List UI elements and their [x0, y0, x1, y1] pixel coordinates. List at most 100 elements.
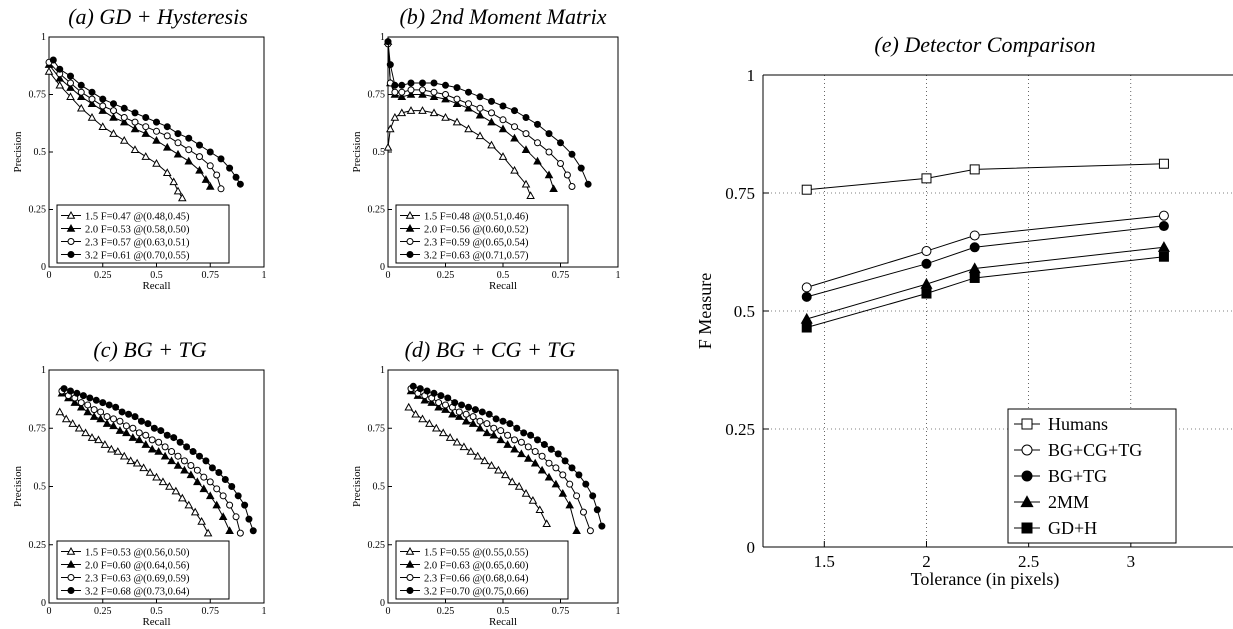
data-point: [513, 424, 521, 432]
data-point: [153, 127, 160, 135]
data-point: [83, 407, 92, 416]
data-point: [130, 145, 140, 153]
panel-d-bg-cg-tg: (d) BG + CG + TG 0 0.25 0.5 0.75 1 0 0.25 0.5 0.7…: [351, 337, 621, 628]
data-point: [171, 486, 181, 495]
data-point: [551, 479, 561, 488]
data-point: [441, 113, 450, 121]
data-point: [445, 433, 455, 441]
data-point: [77, 88, 85, 96]
data-point: [526, 191, 535, 199]
data-point: [1157, 241, 1170, 252]
data-point: [201, 175, 211, 183]
data-point: [49, 56, 57, 64]
data-point: [97, 408, 105, 416]
data-point: [55, 80, 65, 89]
data-point: [478, 408, 486, 416]
series-3: [45, 58, 225, 193]
data-point: [60, 385, 68, 393]
data-point: [517, 438, 525, 446]
data-point: [406, 106, 416, 114]
data-point: [107, 444, 116, 453]
data-point: [969, 230, 980, 241]
panel-title: (d) BG + CG + TG: [405, 337, 576, 362]
data-point: [534, 120, 541, 128]
data-point: [507, 477, 517, 486]
y-tick-label: 0.25: [725, 420, 755, 439]
data-point: [501, 470, 510, 479]
data-point: [398, 81, 406, 89]
data-point: [442, 401, 449, 409]
data-point: [152, 159, 161, 167]
data-point: [195, 165, 204, 174]
data-point: [475, 423, 485, 432]
data-point: [131, 118, 139, 126]
x-tick-label: 1: [262, 606, 267, 617]
data-point: [407, 86, 415, 94]
data-point: [511, 436, 518, 444]
legend-label: BG+TG: [1048, 466, 1107, 486]
data-point: [545, 148, 553, 156]
y-tick-label: 0: [380, 598, 385, 609]
data-point: [554, 450, 562, 458]
data-point: [584, 180, 592, 188]
data-point: [524, 443, 532, 451]
y-tick-label: 0: [41, 262, 46, 273]
legend-box: [395, 540, 569, 600]
legend-label: 1.5 F=0.48 @(0.51,0.46): [424, 212, 529, 223]
panel-title: (e) Detector Comparison: [874, 32, 1095, 57]
data-point: [586, 527, 594, 535]
data-point: [76, 103, 86, 112]
data-point: [471, 406, 479, 414]
data-point: [538, 452, 546, 460]
y-tick-label: 1: [747, 66, 756, 85]
data-point: [190, 507, 200, 516]
data-point: [131, 413, 139, 421]
data-point: [174, 139, 182, 147]
data-point: [510, 165, 519, 174]
data-point: [416, 385, 424, 393]
data-point: [404, 402, 413, 411]
legend: 1.5 F=0.55 @(0.55,0.55) 2.0 F=0.63 @(0.65…: [395, 540, 569, 600]
data-point: [559, 471, 567, 479]
data-point: [419, 86, 426, 94]
y-tick-label: 0: [747, 538, 756, 557]
data-point: [435, 399, 443, 407]
x-axis-label: Recall: [489, 280, 517, 292]
data-point: [157, 427, 165, 435]
data-point: [167, 456, 176, 465]
data-point: [55, 73, 65, 82]
data-point: [535, 505, 545, 514]
data-point: [921, 173, 932, 184]
data-point: [429, 108, 439, 117]
series-4: [800, 241, 1170, 324]
x-tick-label: 0: [47, 270, 52, 281]
data-point: [98, 106, 108, 114]
data-point: [390, 113, 400, 121]
data-point: [105, 401, 113, 409]
legend-label: 1.5 F=0.55 @(0.55,0.55): [424, 548, 529, 559]
legend-label: Humans: [1048, 414, 1108, 434]
data-point: [234, 492, 242, 500]
data-point: [921, 246, 932, 257]
y-tick-label: 0.75: [368, 90, 386, 101]
data-point: [109, 421, 118, 430]
data-point: [437, 392, 445, 400]
series-4: [409, 382, 606, 530]
data-point: [130, 124, 140, 133]
data-point: [511, 123, 518, 131]
data-point: [542, 519, 551, 528]
data-point: [199, 484, 209, 493]
data-point: [163, 123, 171, 131]
data-point: [573, 492, 581, 500]
legend-box: [56, 204, 230, 264]
legend-label: 3.2 F=0.63 @(0.71,0.57): [424, 251, 529, 262]
data-point: [522, 114, 530, 121]
data-point: [113, 447, 123, 455]
data-point: [801, 184, 812, 195]
data-point: [160, 451, 170, 460]
series-3: [384, 40, 576, 190]
data-point: [110, 107, 117, 115]
data-point: [453, 95, 461, 103]
data-point: [498, 152, 508, 160]
x-tick-label: 0.5: [150, 606, 163, 617]
